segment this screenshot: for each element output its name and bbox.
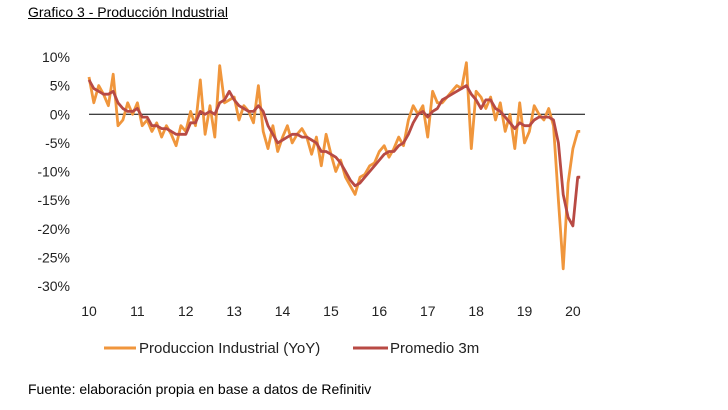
y-tick-label: -10% (37, 164, 70, 180)
x-tick-label: 15 (323, 303, 339, 319)
y-tick-label: -30% (37, 278, 70, 294)
x-tick-label: 18 (468, 303, 484, 319)
x-tick-label: 14 (275, 303, 291, 319)
x-tick-label: 20 (565, 303, 581, 319)
x-tick-label: 17 (420, 303, 436, 319)
y-tick-label: -20% (37, 221, 70, 237)
x-axis-ticks: 10 11 12 13 14 15 16 17 18 19 20 (81, 303, 581, 319)
series-line-yoy (87, 61, 581, 271)
x-tick-label: 11 (130, 303, 145, 319)
x-tick-label: 19 (517, 303, 533, 319)
y-tick-label: -5% (45, 135, 70, 151)
series-line-avg3m (87, 79, 581, 228)
x-tick-label: 12 (178, 303, 194, 319)
x-tick-label: 13 (226, 303, 242, 319)
legend-label-yoy: Produccion Industrial (YoY) (139, 340, 320, 357)
y-tick-label: -25% (37, 249, 70, 265)
legend-label-avg3m: Promedio 3m (390, 340, 479, 357)
y-tick-label: 0% (50, 106, 70, 122)
y-tick-label: -15% (37, 192, 70, 208)
source-note: Fuente: elaboración propia en base a dat… (28, 381, 372, 397)
legend: Produccion Industrial (YoY) Promedio 3m (104, 340, 479, 357)
y-tick-label: 5% (50, 78, 70, 94)
figure-title: Grafico 3 - Producción Industrial (28, 4, 228, 20)
y-tick-label: 10% (42, 49, 70, 65)
x-tick-label: 16 (372, 303, 388, 319)
x-tick-label: 10 (81, 303, 97, 319)
y-axis-ticks: 10% 5% 0% -5% -10% -15% -20% -25% -30% (37, 49, 70, 294)
